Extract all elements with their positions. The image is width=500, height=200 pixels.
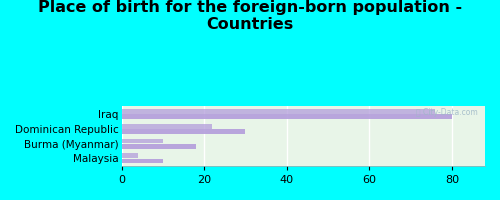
Bar <box>122 109 436 114</box>
Text: ⓘ City-Data.com: ⓘ City-Data.com <box>416 108 478 117</box>
Bar <box>122 139 163 143</box>
Bar <box>122 159 163 163</box>
Bar <box>122 129 246 134</box>
Bar <box>122 114 452 119</box>
Text: Place of birth for the foreign-born population -
Countries: Place of birth for the foreign-born popu… <box>38 0 462 32</box>
Bar <box>122 144 196 149</box>
Bar <box>122 124 212 129</box>
Bar <box>122 153 138 158</box>
